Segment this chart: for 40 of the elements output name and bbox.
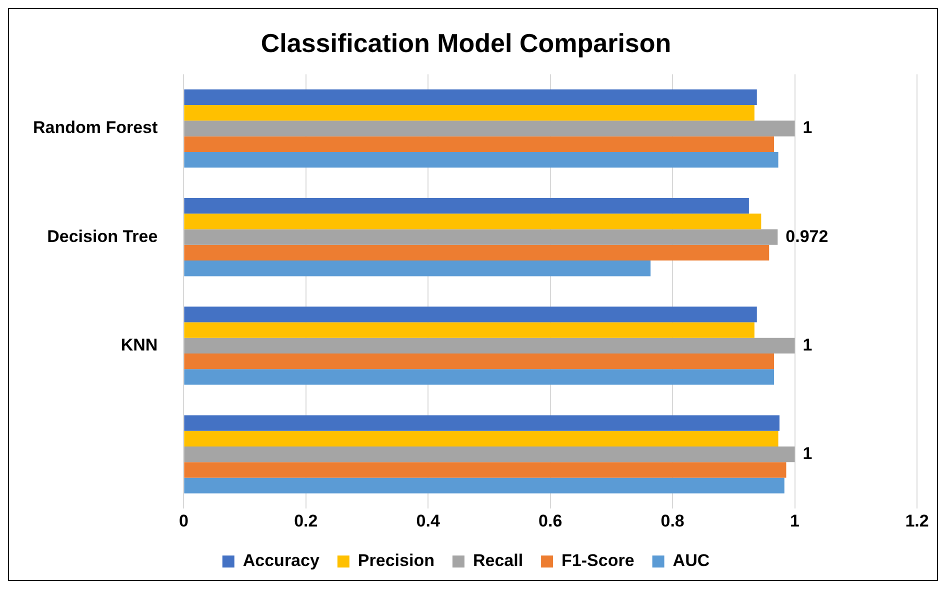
bar [184, 260, 651, 276]
bar [184, 120, 795, 136]
bar [184, 369, 774, 385]
bar [184, 244, 770, 261]
data-label: 0.972 [786, 226, 828, 246]
bar [184, 136, 774, 152]
bar [184, 198, 749, 214]
x-tick-label: 0.6 [538, 511, 562, 530]
x-tick-label: 0 [178, 511, 188, 530]
bar [184, 446, 795, 462]
bar [184, 89, 757, 106]
bar [184, 462, 786, 478]
data-label: 1 [802, 118, 812, 138]
y-tick-label: Random Forest [32, 118, 158, 138]
bar [184, 354, 774, 370]
x-tick-label: 0.2 [294, 511, 318, 530]
bar [184, 415, 780, 431]
data-label: 1 [802, 335, 812, 354]
legend-label: F1-Score [562, 551, 634, 570]
bar [184, 229, 778, 245]
y-tick-label: Decision Tree [47, 226, 158, 246]
chart-title: Classification Model Comparison [260, 28, 672, 58]
x-tick-label: 0.8 [660, 511, 684, 530]
bar [184, 430, 778, 446]
bar [184, 478, 784, 494]
bar [184, 338, 795, 354]
bar [184, 214, 762, 230]
legend-label: Accuracy [242, 551, 320, 570]
bar [184, 105, 754, 121]
x-tick-label: 1.2 [905, 511, 929, 530]
legend-label: Recall [472, 551, 524, 570]
bar [184, 322, 754, 338]
bar [184, 152, 778, 168]
x-tick-label: 1 [790, 511, 800, 530]
legend-label: Precision [358, 551, 434, 570]
x-tick-label: 0.4 [416, 511, 440, 530]
y-tick-label: KNN [120, 335, 158, 354]
data-label: 1 [802, 444, 812, 463]
bar [184, 306, 757, 322]
legend-label: AUC [672, 551, 710, 570]
